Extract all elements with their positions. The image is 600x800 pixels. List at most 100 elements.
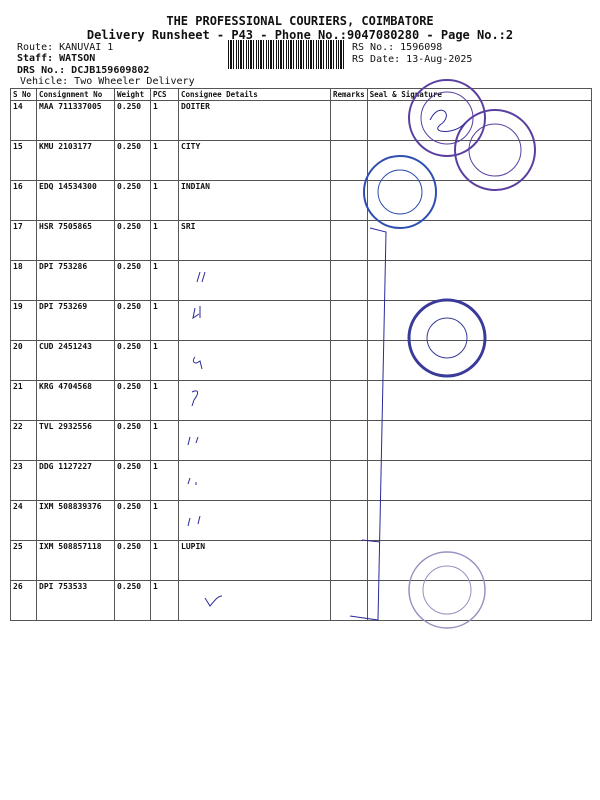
runsheet-table: S No Consignment No Weight PCS Consignee… — [10, 88, 592, 621]
table-row: 24 IXM 508839376 0.250 1 — [10, 500, 592, 541]
col-sno: S No — [10, 88, 37, 101]
table-row: 22 TVL 2932556 0.250 1 — [10, 420, 592, 461]
cell-pcs: 1 — [150, 380, 179, 421]
cell-consignee: SRI — [178, 220, 331, 261]
drs-number: DRS No.: DCJB159609802 — [17, 65, 150, 76]
col-remarks: Remarks — [330, 88, 368, 101]
cell-sno: 23 — [10, 460, 37, 501]
cell-remarks — [330, 460, 368, 501]
barcode — [228, 40, 346, 69]
table-row: 23 DDG 1127227 0.250 1 — [10, 460, 592, 501]
table-row: 16 EDQ 14534300 0.250 1 INDIAN — [10, 180, 592, 221]
runsheet-subtitle: Delivery Runsheet - P43 - Phone No.:9047… — [86, 28, 514, 42]
cell-sno: 21 — [10, 380, 37, 421]
cell-weight: 0.250 — [114, 260, 151, 301]
cell-seal-signature — [366, 140, 592, 181]
cell-consignee — [178, 420, 331, 461]
cell-remarks — [330, 420, 368, 461]
table-header: S No Consignment No Weight PCS Consignee… — [10, 88, 592, 101]
cell-consignee — [178, 460, 331, 501]
cell-pcs: 1 — [150, 140, 179, 181]
cell-pcs: 1 — [150, 500, 179, 541]
cell-weight: 0.250 — [114, 140, 151, 181]
table-row: 17 HSR 7505865 0.250 1 SRI — [10, 220, 592, 261]
col-weight: Weight — [114, 88, 151, 101]
cell-consignment-no: MAA 711337005 — [36, 100, 115, 141]
cell-remarks — [330, 380, 368, 421]
cell-sno: 17 — [10, 220, 37, 261]
col-seal: Seal & Signature — [366, 88, 592, 101]
cell-consignment-no: CUD 2451243 — [36, 340, 115, 381]
cell-consignment-no: IXM 508839376 — [36, 500, 115, 541]
col-pcs: PCS — [150, 88, 179, 101]
cell-consignment-no: EDQ 14534300 — [36, 180, 115, 221]
cell-sno: 24 — [10, 500, 37, 541]
cell-consignee — [178, 340, 331, 381]
cell-sno: 14 — [10, 100, 37, 141]
cell-sno: 19 — [10, 300, 37, 341]
cell-consignee — [178, 260, 331, 301]
cell-pcs: 1 — [150, 180, 179, 221]
cell-consignment-no: DPI 753533 — [36, 580, 115, 621]
cell-sno: 26 — [10, 580, 37, 621]
cell-weight: 0.250 — [114, 180, 151, 221]
route: Route: KANUVAI 1 — [17, 42, 114, 53]
cell-consignment-no: KRG 4704568 — [36, 380, 115, 421]
col-consignee: Consignee Details — [178, 88, 331, 101]
cell-weight: 0.250 — [114, 500, 151, 541]
cell-remarks — [330, 500, 368, 541]
rs-number: RS No.: 1596098 — [352, 42, 443, 53]
cell-consignee — [178, 500, 331, 541]
cell-seal-signature — [366, 220, 592, 261]
cell-pcs: 1 — [150, 300, 179, 341]
cell-seal-signature — [366, 420, 592, 461]
cell-remarks — [330, 220, 368, 261]
cell-consignment-no: DDG 1127227 — [36, 460, 115, 501]
cell-remarks — [330, 300, 368, 341]
cell-seal-signature — [366, 500, 592, 541]
cell-sno: 22 — [10, 420, 37, 461]
cell-pcs: 1 — [150, 460, 179, 501]
cell-sno: 18 — [10, 260, 37, 301]
rs-date: RS Date: 13-Aug-2025 — [352, 54, 473, 65]
cell-pcs: 1 — [150, 540, 179, 581]
cell-consignee — [178, 580, 331, 621]
cell-consignee — [178, 300, 331, 341]
cell-consignee: CITY — [178, 140, 331, 181]
cell-sno: 25 — [10, 540, 37, 581]
cell-remarks — [330, 100, 368, 141]
cell-pcs: 1 — [150, 580, 179, 621]
cell-weight: 0.250 — [114, 100, 151, 141]
cell-pcs: 1 — [150, 420, 179, 461]
table-row: 15 KMU 2103177 0.250 1 CITY — [10, 140, 592, 181]
cell-pcs: 1 — [150, 100, 179, 141]
cell-sno: 20 — [10, 340, 37, 381]
table-row: 18 DPI 753286 0.250 1 — [10, 260, 592, 301]
cell-remarks — [330, 580, 368, 621]
cell-consignment-no: DPI 753286 — [36, 260, 115, 301]
cell-pcs: 1 — [150, 340, 179, 381]
cell-consignee: INDIAN — [178, 180, 331, 221]
cell-remarks — [330, 340, 368, 381]
cell-seal-signature — [366, 540, 592, 581]
cell-seal-signature — [366, 100, 592, 141]
cell-consignment-no: TVL 2932556 — [36, 420, 115, 461]
table-row: 26 DPI 753533 0.250 1 — [10, 580, 592, 621]
col-consignment: Consignment No — [36, 88, 115, 101]
cell-consignment-no: IXM 508857118 — [36, 540, 115, 581]
cell-weight: 0.250 — [114, 220, 151, 261]
cell-consignee: LUPIN — [178, 540, 331, 581]
cell-sno: 15 — [10, 140, 37, 181]
cell-sno: 16 — [10, 180, 37, 221]
table-row: 25 IXM 508857118 0.250 1 LUPIN — [10, 540, 592, 581]
cell-weight: 0.250 — [114, 540, 151, 581]
company-title: THE PROFESSIONAL COURIERS, COIMBATORE — [166, 14, 434, 28]
cell-seal-signature — [366, 300, 592, 341]
cell-weight: 0.250 — [114, 340, 151, 381]
cell-seal-signature — [366, 580, 592, 621]
table-row: 20 CUD 2451243 0.250 1 — [10, 340, 592, 381]
cell-seal-signature — [366, 340, 592, 381]
cell-pcs: 1 — [150, 220, 179, 261]
cell-weight: 0.250 — [114, 380, 151, 421]
cell-weight: 0.250 — [114, 300, 151, 341]
